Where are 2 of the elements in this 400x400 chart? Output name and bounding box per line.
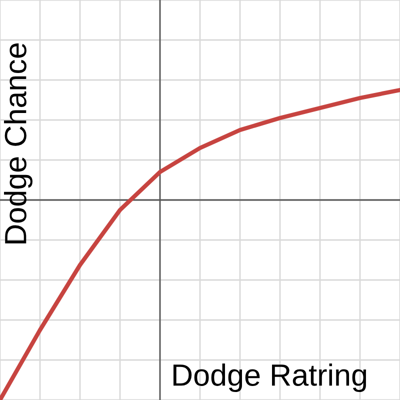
y-axis-title: Dodge Chance <box>4 43 32 244</box>
x-axis-title: Dodge Ratring <box>173 364 366 392</box>
